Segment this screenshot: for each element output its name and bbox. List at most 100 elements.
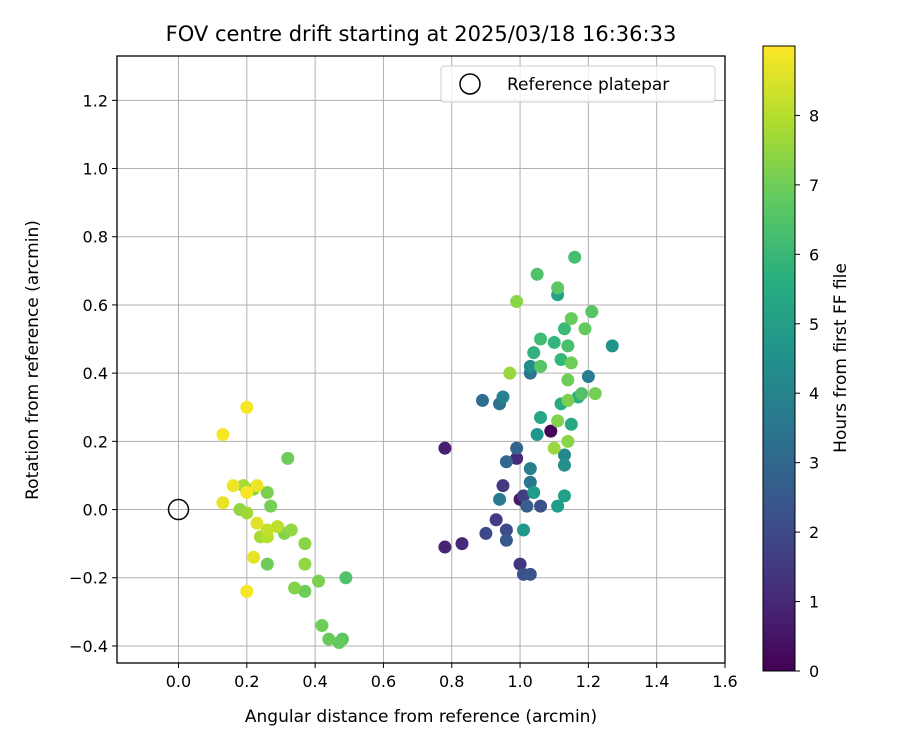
data-point: [534, 499, 548, 513]
colorbar-tick-label: 2: [809, 523, 819, 542]
data-point: [551, 281, 565, 295]
data-point: [557, 448, 571, 462]
colorbar-tick-label: 6: [809, 245, 819, 264]
data-point: [250, 479, 264, 493]
data-point: [510, 441, 524, 455]
data-point: [226, 479, 240, 493]
x-tick-label: 1.4: [644, 672, 669, 691]
colorbar-label: Hours from first FF file: [831, 263, 851, 453]
x-tick-label: 0.2: [234, 672, 259, 691]
data-point: [561, 393, 575, 407]
data-point: [455, 537, 469, 551]
data-point: [530, 267, 544, 281]
chart-title: FOV centre drift starting at 2025/03/18 …: [166, 22, 677, 46]
data-point: [534, 410, 548, 424]
y-tick-label: 0.8: [83, 228, 108, 247]
y-tick-label: 1.0: [83, 160, 108, 179]
legend: Reference platepar: [440, 65, 716, 103]
data-point: [332, 636, 346, 650]
colorbar-tick-label: 8: [809, 106, 819, 125]
data-point: [510, 295, 524, 309]
legend-reference-marker: [459, 73, 481, 95]
data-point: [523, 475, 537, 489]
data-point: [475, 393, 489, 407]
data-point: [288, 581, 302, 595]
data-point: [240, 584, 254, 598]
data-point: [216, 496, 230, 510]
data-point: [479, 526, 493, 540]
colorbar-tick-label: 7: [809, 176, 819, 195]
data-point: [557, 322, 571, 336]
data-point: [523, 359, 537, 373]
data-point: [551, 499, 565, 513]
data-point: [499, 523, 513, 537]
data-point: [240, 506, 254, 520]
y-tick-label: 1.2: [83, 91, 108, 110]
y-tick-label: 0.6: [83, 296, 108, 315]
data-point: [554, 353, 568, 366]
data-point: [264, 499, 278, 513]
data-point: [240, 400, 254, 414]
y-axis: −0.4 −0.2 0.0 0.2 0.4 0.6 0.8 1.0 1.2: [69, 91, 117, 656]
data-point: [260, 557, 274, 571]
data-point: [281, 451, 295, 465]
data-point: [568, 250, 582, 264]
data-point: [489, 513, 503, 527]
data-point: [260, 523, 274, 537]
data-point: [547, 441, 561, 455]
colorbar-tick-label: 3: [809, 454, 819, 473]
data-point: [551, 414, 565, 428]
y-tick-label: −0.2: [69, 569, 108, 588]
x-axis-label: Angular distance from reference (arcmin): [245, 707, 597, 727]
data-point: [260, 485, 274, 499]
legend-label: Reference platepar: [507, 75, 669, 95]
x-tick-label: 1.0: [507, 672, 532, 691]
data-point: [499, 455, 513, 469]
x-tick-label: 1.2: [576, 672, 601, 691]
data-point: [298, 584, 312, 598]
data-point: [240, 485, 254, 499]
data-point: [544, 424, 558, 438]
legend-box: [440, 65, 716, 103]
data-point: [438, 540, 452, 554]
x-tick-label: 0.6: [371, 672, 396, 691]
data-point: [339, 571, 353, 585]
colorbar-gradient: [762, 45, 796, 672]
colorbar-tick-label: 4: [809, 384, 819, 403]
data-point: [523, 462, 537, 476]
data-point: [564, 312, 578, 326]
data-point: [298, 557, 312, 571]
data-point: [557, 489, 571, 503]
data-point: [284, 523, 298, 537]
y-axis-label: Rotation from reference (arcmin): [23, 220, 43, 500]
colorbar-tick-label: 1: [809, 593, 819, 612]
data-point: [438, 441, 452, 455]
data-point: [513, 557, 527, 571]
reference-point: [167, 498, 190, 521]
data-point: [557, 458, 571, 472]
data-point: [585, 305, 599, 319]
data-point: [534, 332, 548, 346]
data-point: [547, 335, 561, 349]
data-point: [216, 428, 230, 442]
data-point: [516, 489, 530, 503]
data-points: [216, 250, 619, 650]
data-point: [496, 390, 510, 404]
data-point: [527, 485, 541, 499]
data-point: [564, 417, 578, 431]
data-point: [247, 550, 261, 564]
colorbar-ticks: 0 1 2 3 4 5 6 7 8: [795, 106, 819, 681]
data-point: [516, 523, 530, 537]
data-point: [578, 322, 592, 336]
data-point: [493, 492, 507, 506]
data-point: [581, 370, 595, 384]
x-tick-label: 1.6: [712, 672, 737, 691]
data-point: [520, 499, 534, 513]
y-tick-label: 0.2: [83, 432, 108, 451]
grid: [117, 56, 726, 663]
x-axis: 0.0 0.2 0.4 0.6 0.8 1.0 1.2 1.4 1.6: [166, 663, 738, 691]
colorbar: 0 1 2 3 4 5 6 7 8 Hours from first FF file: [762, 45, 851, 681]
data-point: [561, 373, 575, 387]
x-tick-label: 0.4: [302, 672, 327, 691]
